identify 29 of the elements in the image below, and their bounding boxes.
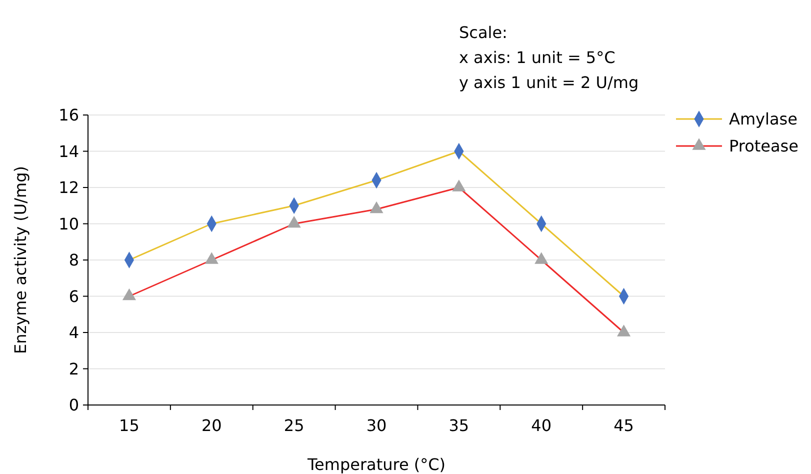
text: x axis: 1 unit = 5°C (459, 48, 616, 67)
text: Scale: (459, 23, 508, 42)
y-tick-label: 12 (58, 178, 79, 198)
point (122, 288, 136, 300)
x-tick-label: 40 (531, 416, 552, 435)
x-tick-label: 45 (614, 416, 634, 435)
point (370, 201, 384, 214)
y-tick-label: 2 (68, 359, 79, 378)
x-tick-label: 30 (366, 416, 387, 435)
point (287, 216, 301, 228)
x-tick-label: 25 (284, 416, 304, 435)
legend-label: Amylase (729, 110, 798, 129)
legend-label: Protease (729, 136, 798, 156)
x-tick-label: 20 (201, 416, 222, 435)
point (204, 252, 218, 264)
text: y axis 1 unit = 2 U/mg (459, 73, 639, 92)
y-axis-title: Enzyme activity (U/mg) (11, 166, 30, 354)
y-tick-label: 0 (68, 396, 79, 415)
point (534, 252, 548, 264)
y-tick-label: 14 (58, 142, 79, 161)
point (616, 324, 631, 336)
y-tick-label: 8 (68, 250, 79, 270)
x-tick-label: 15 (119, 416, 140, 435)
y-tick-label: 4 (68, 323, 79, 342)
x-tick-label: 35 (448, 416, 470, 435)
y-tick-label: 6 (68, 286, 79, 306)
y-tick-label: 16 (58, 106, 79, 125)
y-tick-label: 10 (58, 214, 79, 234)
x-axis-title: Temperature (°C) (306, 455, 446, 474)
